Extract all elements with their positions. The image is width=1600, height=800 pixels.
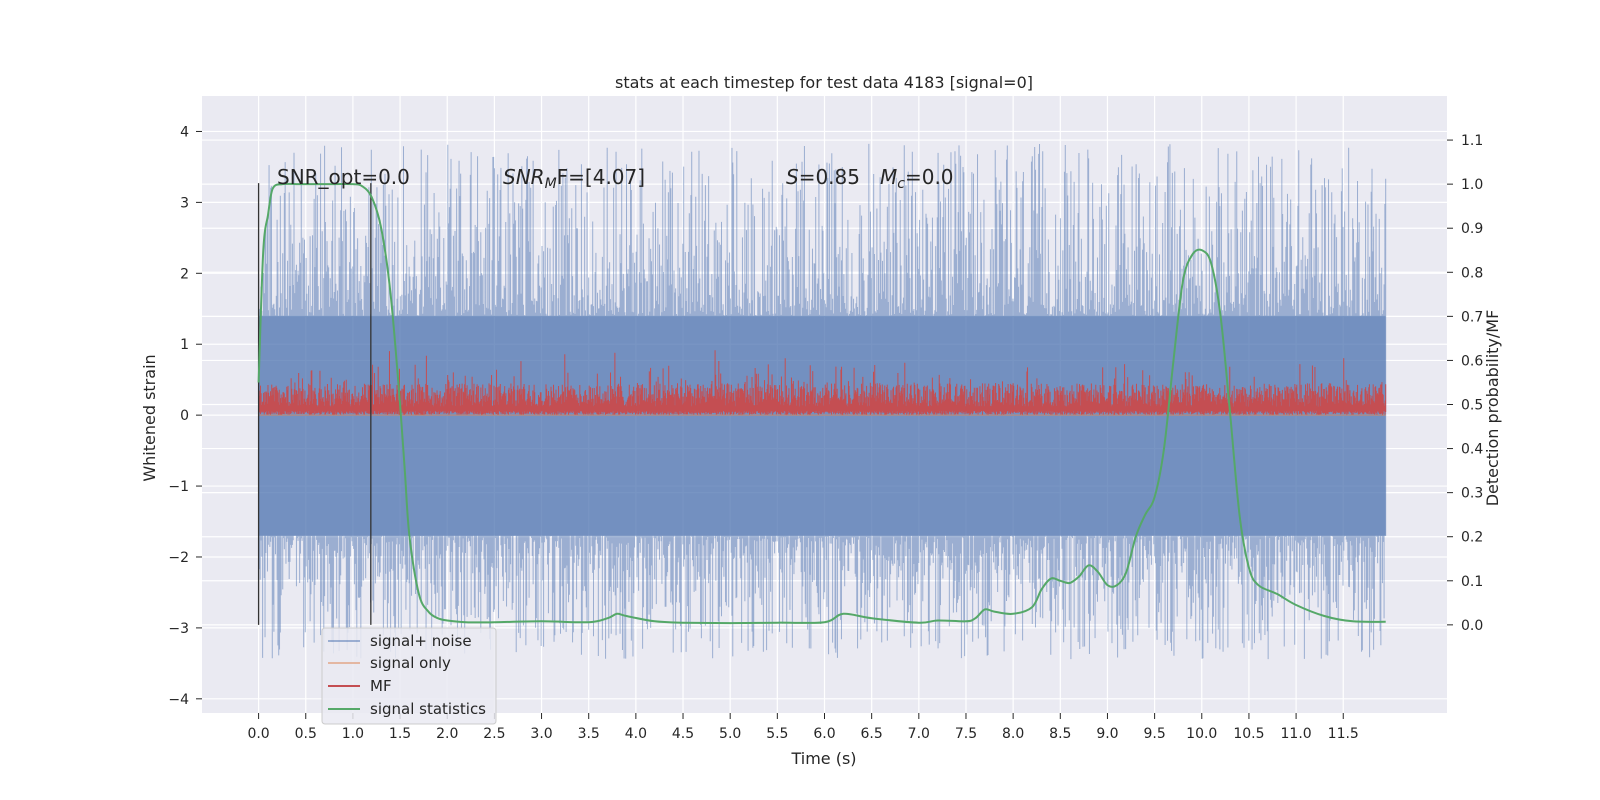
x-tick-label: 2.5 <box>483 726 505 742</box>
vertical-markers <box>257 183 372 625</box>
y-tick-label: −4 <box>168 692 189 708</box>
annotation-s-label: S <box>786 165 799 189</box>
x-tick-label: 11.0 <box>1281 726 1312 742</box>
y2-tick-label: 1.0 <box>1461 177 1483 193</box>
x-tick-label: 10.5 <box>1233 726 1264 742</box>
legend-label-signal-only: signal only <box>370 654 451 672</box>
y2-tick-label: 0.3 <box>1461 486 1483 502</box>
y-axis-ticks: −4 −3 −2 −1 0 1 2 3 4 <box>168 124 202 708</box>
legend-label-signal-statistics: signal statistics <box>370 700 486 718</box>
y2-tick-label: 0.4 <box>1461 442 1483 458</box>
legend-label-signal-noise: signal+ noise <box>370 632 472 650</box>
y2-tick-label: 1.1 <box>1461 133 1483 149</box>
x-tick-label: 0.5 <box>295 726 317 742</box>
x-tick-label: 6.0 <box>813 726 835 742</box>
y-tick-label: 1 <box>180 337 189 353</box>
chart-title: stats at each timestep for test data 418… <box>615 73 1033 92</box>
y2-tick-label: 0.2 <box>1461 530 1483 546</box>
x-axis-ticks: 0.0 0.5 1.0 1.5 2.0 2.5 3.0 3.5 4.0 4.5 5.0 5.5 6.0 6… <box>247 713 1359 742</box>
annotation-mc: Mc=0.0 <box>880 165 954 192</box>
x-tick-label: 5.0 <box>719 726 741 742</box>
y-axis-label: Whitened strain <box>140 354 159 481</box>
y2-tick-label: 0.5 <box>1461 398 1483 414</box>
y2-tick-label: 0.6 <box>1461 353 1483 369</box>
annotation-snr-mf-label: SNR <box>503 165 545 189</box>
x-tick-label: 0.0 <box>247 726 269 742</box>
y2-axis-ticks: 0.0 0.1 0.2 0.3 0.4 0.5 0.6 0.7 0.8 0.9 1.0 1.1 <box>1447 133 1483 634</box>
x-tick-label: 9.0 <box>1096 726 1118 742</box>
signal-statistics-line <box>257 182 1386 625</box>
x-tick-label: 2.0 <box>436 726 458 742</box>
y-tick-label: −3 <box>168 621 189 637</box>
legend-box <box>321 627 497 725</box>
x-tick-label: 10.0 <box>1186 726 1217 742</box>
x-tick-label: 7.0 <box>908 726 930 742</box>
signal-statistics-series <box>257 182 1386 625</box>
x-tick-label: 4.5 <box>672 726 694 742</box>
x-tick-label: 4.0 <box>625 726 647 742</box>
y2-tick-label: 0.7 <box>1461 309 1483 325</box>
y2-axis-label: Detection probability/MF <box>1483 310 1502 507</box>
annotation-mc-sub: c <box>897 176 905 192</box>
annotation-snr-opt: SNR_opt=0.0 <box>277 165 410 189</box>
legend: signal+ noise signal only MF signal stat… <box>321 627 497 725</box>
y-tick-label: 3 <box>180 195 189 211</box>
y2-tick-label: 0.0 <box>1461 618 1483 634</box>
annotation-snr-mf-value: F=[4.07] <box>557 165 645 189</box>
y2-tick-label: 0.9 <box>1461 221 1483 237</box>
x-tick-label: 6.5 <box>861 726 883 742</box>
y2-tick-label: 0.1 <box>1461 574 1483 590</box>
y-tick-label: 2 <box>180 266 189 282</box>
annotation-s: S=0.85 <box>786 165 860 189</box>
x-tick-label: 3.0 <box>530 726 552 742</box>
x-tick-label: 8.0 <box>1002 726 1024 742</box>
y2-tick-label: 0.8 <box>1461 265 1483 281</box>
annotation-snr-mf-sub: M <box>545 176 557 192</box>
x-tick-label: 8.5 <box>1049 726 1071 742</box>
legend-label-mf: MF <box>370 677 392 695</box>
signal-noise-series <box>258 143 1387 660</box>
annotation-mc-value: =0.0 <box>905 165 954 189</box>
y-tick-label: −1 <box>168 479 189 495</box>
y-tick-label: 4 <box>180 124 189 140</box>
x-tick-label: 1.0 <box>342 726 364 742</box>
x-axis-label: Time (s) <box>790 749 856 768</box>
y-tick-label: −2 <box>168 550 189 566</box>
annotation-snr-mf: SNRMF=[4.07] <box>503 165 645 192</box>
x-tick-label: 7.5 <box>955 726 977 742</box>
x-tick-label: 11.5 <box>1328 726 1359 742</box>
x-tick-label: 9.5 <box>1143 726 1165 742</box>
x-tick-label: 1.5 <box>389 726 411 742</box>
annotation-s-value: =0.85 <box>799 165 860 189</box>
x-tick-label: 3.5 <box>578 726 600 742</box>
x-tick-label: 5.5 <box>766 726 788 742</box>
annotation-mc-label: M <box>880 165 897 189</box>
y-tick-label: 0 <box>180 408 189 424</box>
